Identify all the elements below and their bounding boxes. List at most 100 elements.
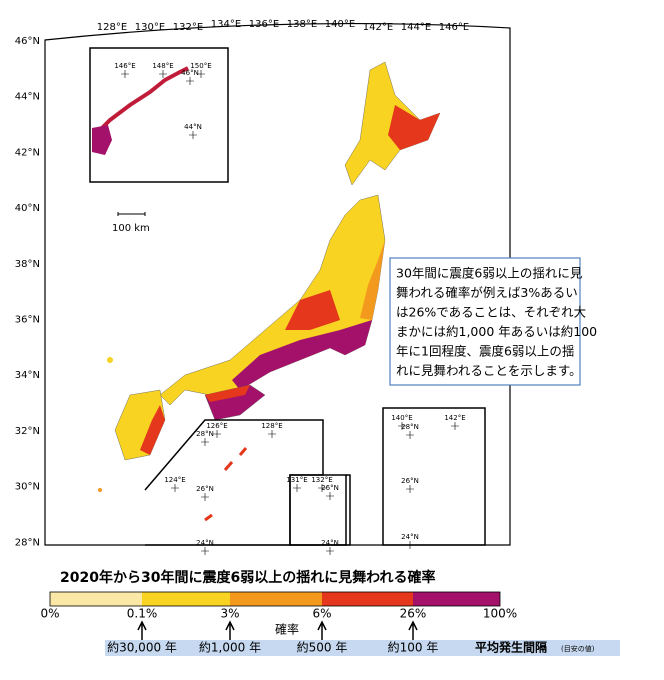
inset-coord-label: 148°E	[152, 62, 173, 70]
annotation-line: れに見舞われることを示します。	[396, 363, 582, 378]
inset-coord-label: 26°N	[196, 485, 214, 493]
inset-coord-label: 131°E	[286, 476, 307, 484]
crosshair	[121, 70, 129, 78]
legend-swatch	[322, 592, 413, 606]
interval-note: (目安の値)	[561, 644, 595, 653]
arrow	[225, 620, 235, 640]
inset-coord-label: 26°N	[401, 477, 419, 485]
crosshair	[451, 422, 459, 430]
crosshair	[201, 547, 209, 555]
kuril-islands	[93, 66, 189, 137]
inset-coord-label: 24°N	[321, 539, 339, 547]
legend-swatch	[50, 592, 142, 606]
inset-coord-label: 24°N	[196, 539, 214, 547]
annotation-line: 30年間に震度6弱以上の揺れに見	[396, 266, 583, 281]
longitude-label: 132°E	[173, 22, 203, 33]
crosshair	[406, 541, 414, 549]
legend-tick-label: 26%	[400, 607, 427, 621]
hazard-zone	[285, 290, 340, 330]
latitude-label: 36°N	[15, 315, 40, 326]
crosshair	[186, 77, 194, 85]
inset-coord-label: 46°N	[181, 69, 199, 77]
island	[107, 357, 113, 363]
legend-tick-label: 0%	[40, 607, 59, 621]
crosshair	[398, 422, 406, 430]
interval-title: 平均発生間隔	[475, 640, 547, 655]
inset-coord-label: 128°E	[261, 422, 282, 430]
island	[92, 125, 112, 155]
interval-label: 約500 年	[297, 640, 348, 655]
inset-coord-label: 26°N	[321, 484, 339, 492]
latitude-label: 32°N	[15, 426, 40, 437]
crosshair	[268, 430, 276, 438]
crosshair	[406, 431, 414, 439]
latitude-label: 38°N	[15, 259, 40, 270]
legend-swatch	[142, 592, 230, 606]
legend-bar-border	[49, 591, 501, 607]
interval-label: 約30,000 年	[107, 640, 177, 655]
inset-coord-label: 124°E	[164, 476, 185, 484]
longitude-label: 144°E	[401, 22, 431, 33]
annotation-box	[389, 257, 581, 386]
crosshair	[189, 131, 197, 139]
crosshair	[326, 492, 334, 500]
latitude-label: 44°N	[15, 92, 40, 103]
inset-frame	[382, 407, 486, 546]
crosshair	[159, 70, 167, 78]
inset-coord-label: 44°N	[184, 123, 202, 131]
inset-coord-label: 140°E	[391, 414, 412, 422]
islands	[204, 447, 248, 522]
crosshair	[406, 485, 414, 493]
longitude-label: 128°E	[97, 22, 127, 33]
crosshair	[318, 484, 326, 492]
latitude-label: 30°N	[15, 482, 40, 493]
arrow	[317, 620, 327, 640]
hazard-zone	[360, 240, 385, 320]
longitude-label: 130°E	[135, 22, 165, 33]
latitude-label: 46°N	[15, 36, 40, 47]
latitude-label: 40°N	[15, 203, 40, 214]
hazard-zone	[388, 105, 440, 150]
crosshair	[171, 484, 179, 492]
longitude-label: 138°E	[287, 19, 317, 30]
inset-coord-label: 132°E	[311, 476, 332, 484]
annotation-line: まかには約1,000 年あるいは約100	[396, 324, 597, 339]
longitude-label: 140°E	[325, 19, 355, 30]
island	[98, 488, 102, 492]
latitude-label: 34°N	[15, 370, 40, 381]
crosshair	[197, 70, 205, 78]
longitude-label: 142°E	[363, 22, 393, 33]
legend-title: 2020年から30年間に震度6弱以上の揺れに見舞われる確率	[60, 569, 436, 586]
inset-coord-label: 146°E	[114, 62, 135, 70]
crosshair	[201, 493, 209, 501]
inset-coord-label: 28°N	[196, 430, 214, 438]
legend-swatch	[230, 592, 322, 606]
crosshair	[293, 484, 301, 492]
hazard-zone	[140, 405, 165, 455]
latitude-label: 42°N	[15, 147, 40, 158]
inset-frame	[289, 474, 347, 546]
latitude-label: 28°N	[15, 537, 40, 548]
hazard-zone	[232, 320, 372, 390]
crosshair	[201, 438, 209, 446]
longitude-label: 146°E	[439, 22, 469, 33]
crosshair	[213, 430, 221, 438]
legend-tick-label: 6%	[312, 607, 331, 621]
legend-axis-label: 確率	[275, 622, 299, 637]
annotation-line: 舞われる確率が例えば3%あるい	[396, 285, 578, 300]
legend-swatch	[413, 592, 500, 606]
arrow	[408, 620, 418, 640]
inset-coord-label: 28°N	[401, 423, 419, 431]
crosshair	[326, 547, 334, 555]
inset-frame	[89, 47, 229, 183]
annotation-line: は26%であることは、それぞれ大	[396, 305, 586, 320]
arrow	[137, 620, 147, 640]
interval-label: 約1,000 年	[199, 640, 261, 655]
longitude-label: 136°E	[249, 19, 279, 30]
legend-tick-label: 100%	[483, 607, 517, 621]
annotation-line: 年に1回程度、震度6弱以上の揺	[396, 344, 574, 359]
scale-bar	[117, 212, 146, 216]
inset-coord-label: 126°E	[206, 422, 227, 430]
interval-label: 約100 年	[388, 640, 439, 655]
